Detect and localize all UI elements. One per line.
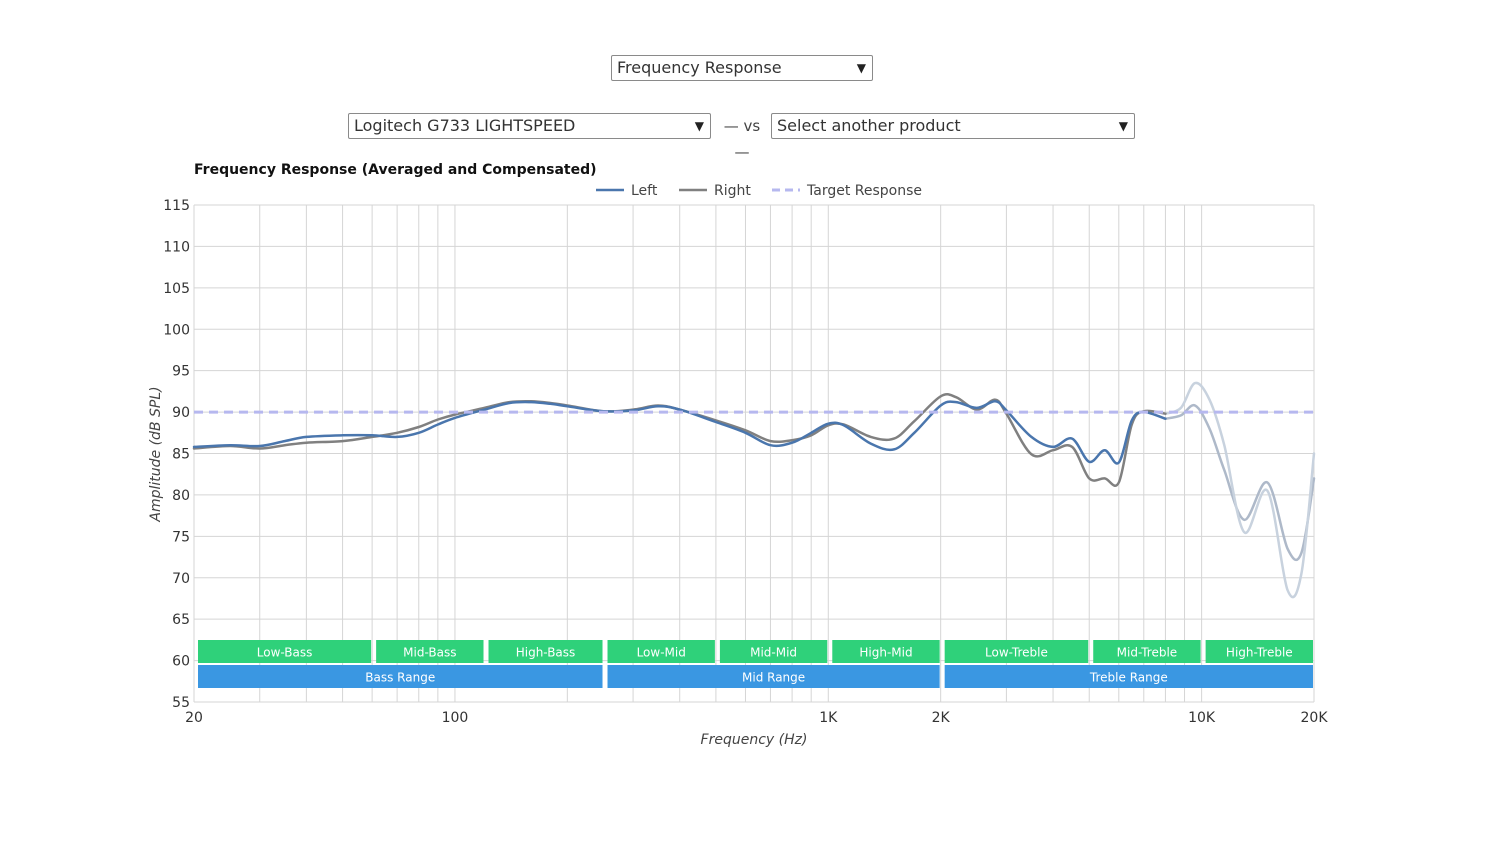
product-select-value: Logitech G733 LIGHTSPEED <box>354 116 576 135</box>
chart-title: Frequency Response (Averaged and Compens… <box>194 162 597 178</box>
series-line-right-treble <box>1164 381 1316 599</box>
y-tick-label: 80 <box>172 488 190 504</box>
y-tick-label: 65 <box>172 612 190 628</box>
product-select[interactable]: Logitech G733 LIGHTSPEED ▼ <box>348 113 711 139</box>
band-top-label: Mid-Bass <box>403 646 456 660</box>
band-top <box>719 640 828 663</box>
band-bottom-label: Mid Range <box>742 671 805 685</box>
series-line-left <box>192 400 1167 465</box>
y-tick-label: 90 <box>172 405 190 421</box>
band-top <box>488 640 603 663</box>
y-tick-label: 115 <box>163 198 190 214</box>
band-top-label: High-Mid <box>859 646 912 660</box>
band-bottom-label: Bass Range <box>365 671 435 685</box>
band-top-label: High-Bass <box>516 646 576 660</box>
band-top <box>198 640 372 663</box>
band-top <box>1205 640 1313 663</box>
band-top-label: Mid-Mid <box>750 646 797 660</box>
vs-separator: — vs — <box>723 117 761 161</box>
compare-product-select[interactable]: Select another product ▼ <box>771 113 1135 139</box>
y-tick-label: 100 <box>163 322 190 338</box>
x-axis-label: Frequency (Hz) <box>701 732 808 748</box>
metric-select[interactable]: Frequency Response ▼ <box>611 55 873 81</box>
band-top <box>376 640 484 663</box>
band-top-label: High-Treble <box>1226 646 1293 660</box>
y-tick-label: 60 <box>172 654 190 670</box>
band-top-label: Low-Treble <box>985 646 1048 660</box>
legend-label: Right <box>714 183 751 199</box>
y-tick-label: 75 <box>172 529 190 545</box>
chevron-down-icon: ▼ <box>694 119 704 133</box>
band-bottom <box>198 665 603 688</box>
band-top <box>832 640 940 663</box>
y-tick-label: 55 <box>172 695 190 711</box>
legend-label: Target Response <box>806 183 922 199</box>
chart-axes: 55 60 65 70 75 80 85 90 95 100 105 110 115 20 100 1K 2K 1… <box>163 198 1328 726</box>
band-top-label: Low-Bass <box>257 646 313 660</box>
series-line-right <box>192 393 1167 487</box>
band-top-label: Low-Mid <box>637 646 686 660</box>
legend-label: Left <box>631 183 658 199</box>
y-tick-label: 95 <box>172 364 190 380</box>
chart-series <box>192 381 1316 599</box>
frequency-bands: Low-Bass Mid-Bass High-Bass Low-Mid Mid-Mid H… <box>198 640 1313 688</box>
x-tick-label: 1K <box>819 710 838 726</box>
chevron-down-icon: ▼ <box>1118 119 1128 133</box>
band-top-label: Mid-Treble <box>1117 646 1178 660</box>
x-tick-label: 20 <box>185 710 203 726</box>
x-tick-label: 10K <box>1188 710 1216 726</box>
band-bottom <box>944 665 1313 688</box>
x-tick-label: 100 <box>442 710 469 726</box>
metric-select-value: Frequency Response <box>617 58 782 77</box>
y-axis-label: Amplitude (dB SPL) <box>148 386 164 522</box>
band-bottom <box>607 665 940 688</box>
chart-legend: Left Right Target Response <box>596 183 922 199</box>
x-tick-label: 2K <box>932 710 951 726</box>
compare-select-value: Select another product <box>777 116 961 135</box>
y-tick-label: 110 <box>163 239 190 255</box>
y-tick-label: 85 <box>172 447 190 463</box>
y-tick-label: 70 <box>172 571 190 587</box>
y-tick-label: 105 <box>163 281 190 297</box>
band-top <box>607 640 715 663</box>
chevron-down-icon: ▼ <box>856 61 866 75</box>
band-top <box>944 640 1089 663</box>
x-tick-label: 20K <box>1301 710 1329 726</box>
band-top <box>1093 640 1201 663</box>
band-bottom-label: Treble Range <box>1089 671 1168 685</box>
chart-grid <box>193 204 1315 703</box>
